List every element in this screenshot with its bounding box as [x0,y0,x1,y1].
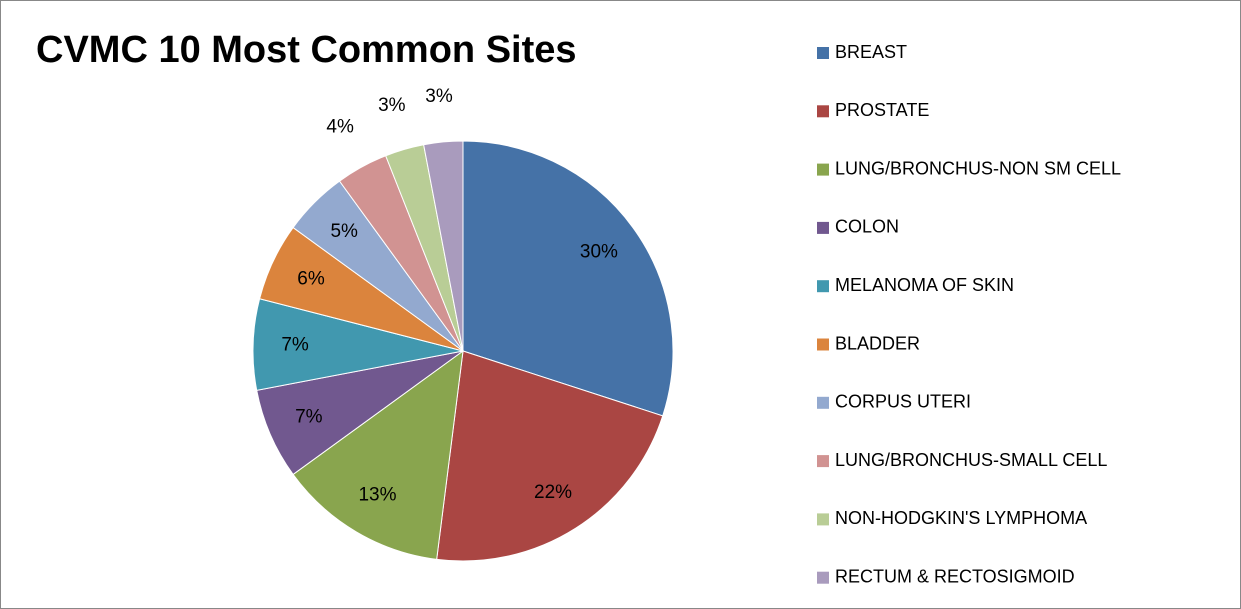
legend-label: CORPUS UTERI [835,392,971,412]
legend-label: RECTUM & RECTOSIGMOID [835,566,1075,586]
data-label: 3% [378,95,406,116]
pie-slice [462,140,674,417]
legend-swatch [817,396,829,409]
data-label: 22% [534,482,572,503]
legend-swatch [817,163,829,176]
legend-label: NON-HODGKIN'S LYMPHOMA [835,508,1087,528]
data-label: 3% [425,86,453,107]
legend-swatch [817,513,829,526]
data-label: 7% [281,335,309,356]
data-label: 4% [326,117,354,138]
legend-swatch [817,455,829,468]
pie-slice [423,140,464,352]
legend-swatch [817,338,829,351]
legend-label: LUNG/BRONCHUS-NON SM CELL [835,158,1121,178]
legend-label: MELANOMA OF SKIN [835,275,1014,295]
pie-slice [436,350,664,562]
chart-title: CVMC 10 Most Common Sites [36,29,577,71]
pie-slice [292,349,464,560]
data-label: 7% [295,407,323,428]
data-label: 5% [330,221,358,242]
legend-label: BREAST [835,42,907,62]
legend-label: PROSTATE [835,100,929,120]
legend-swatch [817,221,829,234]
data-label: 30% [580,241,618,262]
legend-label: LUNG/BRONCHUS-SMALL CELL [835,450,1107,470]
legend-swatch [817,47,829,59]
legend-swatch [817,280,829,293]
legend-label: COLON [835,217,899,237]
legend-label: BLADDER [835,333,920,353]
legend-swatch [817,105,829,118]
legend-swatch [817,571,829,584]
data-label: 6% [297,268,325,289]
data-label: 13% [358,485,396,506]
